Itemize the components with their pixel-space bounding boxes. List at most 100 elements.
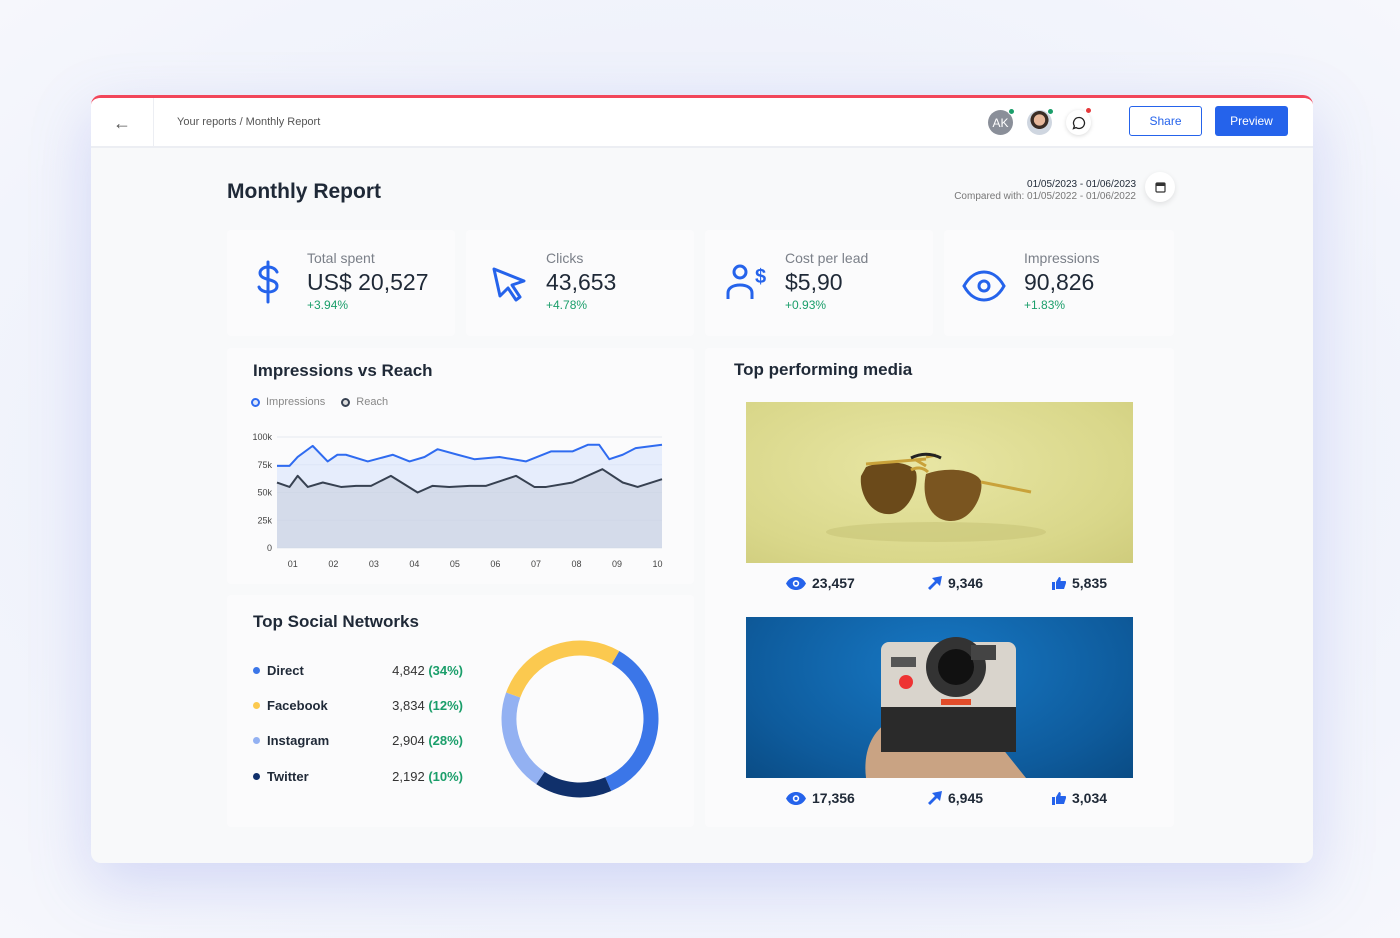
x-tick-label: 05	[450, 559, 460, 569]
media-views: 23,457	[786, 575, 855, 591]
eye-icon	[786, 576, 806, 590]
x-tick-label: 03	[369, 559, 379, 569]
x-tick-label: 09	[612, 559, 622, 569]
x-tick-label: 01	[288, 559, 298, 569]
legend-reach[interactable]: Reach	[356, 396, 389, 408]
kpi-label: Clicks	[546, 250, 584, 266]
compared-range: Compared with: 01/05/2022 - 01/06/2022	[954, 191, 1136, 202]
y-tick-label: 75k	[257, 460, 272, 470]
kpi-change: +1.83%	[1024, 298, 1066, 312]
kpi-label: Total spent	[307, 250, 375, 266]
media-likes: 3,034	[1052, 790, 1107, 806]
social-percent: (34%)	[428, 663, 463, 678]
x-tick-label: 04	[409, 559, 419, 569]
media-image-sunglasses[interactable]	[746, 402, 1133, 563]
social-value: 2,904 (28%)	[333, 733, 463, 748]
dollar-icon	[257, 260, 279, 304]
user-dollar-icon: $	[726, 264, 766, 299]
line-impressions	[277, 443, 663, 467]
online-dot	[1047, 108, 1054, 115]
media-clicks: 6,945	[927, 790, 983, 806]
legend-dot	[253, 667, 260, 674]
svg-text:$: $	[755, 266, 766, 288]
legend-impressions-marker	[251, 397, 260, 407]
media-likes: 5,835	[1052, 575, 1107, 591]
arrow-icon	[928, 575, 942, 590]
social-name: Instagram	[267, 733, 330, 748]
legend-dot	[253, 737, 260, 744]
views-count: 23,457	[812, 575, 855, 591]
page-title: Monthly Report	[227, 180, 381, 203]
notification-dot	[1085, 107, 1092, 114]
legend: Impressions Reach	[251, 396, 388, 408]
social-name: Twitter	[267, 769, 309, 784]
social-percent: (10%)	[428, 769, 463, 784]
kpi-label: Impressions	[1024, 250, 1100, 266]
views-count: 17,356	[812, 790, 855, 806]
comment-icon[interactable]	[1066, 107, 1092, 135]
social-title: Top Social Networks	[253, 612, 419, 631]
social-row-instagram: Instagram	[253, 733, 329, 748]
thumbs-up-icon	[1052, 791, 1066, 805]
kpi-value: $5,90	[785, 269, 843, 295]
y-tick-label: 50k	[257, 488, 272, 498]
kpi-change: +4.78%	[546, 298, 588, 312]
kpi-value: 43,653	[546, 269, 617, 295]
y-tick-label: 25k	[257, 515, 272, 525]
social-name: Direct	[267, 663, 304, 678]
clicks-count: 6,945	[948, 790, 984, 806]
preview-button[interactable]: Preview	[1215, 106, 1288, 136]
kpi-impressions: Impressions 90,826 +1.83%	[944, 230, 1174, 336]
legend-dot	[253, 702, 260, 709]
eye-icon	[786, 791, 806, 805]
cursor-icon	[492, 267, 526, 302]
kpi-total-spent: Total spent US$ 20,527 +3.94%	[227, 230, 455, 336]
social-row-facebook: Facebook	[253, 698, 328, 713]
kpi-label: Cost per lead	[785, 250, 869, 266]
calendar-icon[interactable]	[1145, 172, 1175, 202]
kpi-change: +0.93%	[785, 298, 827, 312]
chart-title: Impressions vs Reach	[253, 361, 433, 380]
legend-impressions[interactable]: Impressions	[266, 396, 326, 408]
share-button[interactable]: Share	[1129, 106, 1202, 136]
social-value: 4,842 (34%)	[333, 663, 463, 678]
legend-dot	[253, 773, 260, 780]
kpi-change: +3.94%	[307, 298, 349, 312]
kpi-clicks: Clicks 43,653 +4.78%	[466, 230, 694, 336]
likes-count: 3,034	[1072, 790, 1108, 806]
avatar[interactable]: AK	[988, 108, 1015, 135]
x-tick-label: 07	[531, 559, 541, 569]
likes-count: 5,835	[1072, 575, 1108, 591]
donut-slice-twitter	[536, 771, 612, 798]
media-views: 17,356	[786, 790, 855, 806]
top-bar: ← Your reports / Monthly Report AK Share…	[91, 98, 1313, 148]
social-percent: (28%)	[428, 733, 463, 748]
y-tick-label: 0	[267, 543, 272, 553]
line-reach	[276, 468, 663, 494]
kpi-value: US$ 20,527	[307, 269, 429, 295]
social-row-direct: Direct	[253, 663, 304, 678]
legend-reach-marker	[341, 397, 351, 407]
media-image-camera[interactable]	[746, 617, 1133, 778]
social-name: Facebook	[267, 698, 328, 713]
social-count: 2,904	[392, 733, 425, 748]
x-tick-label: 02	[328, 559, 338, 569]
media-title: Top performing media	[734, 360, 913, 379]
media-clicks: 9,346	[927, 575, 983, 591]
arrow-icon	[928, 790, 942, 805]
kpi-value: 90,826	[1024, 269, 1095, 295]
social-percent: (12%)	[428, 698, 463, 713]
y-tick-label: 100k	[252, 432, 272, 442]
avatar-initials: AK	[992, 115, 1009, 130]
social-row-twitter: Twitter	[253, 769, 309, 784]
social-count: 3,834	[392, 698, 425, 713]
donut-chart	[501, 640, 659, 798]
x-tick-label: 10	[653, 559, 663, 569]
thumbs-up-icon	[1052, 576, 1066, 590]
avatar-photo[interactable]	[1027, 108, 1054, 135]
breadcrumb[interactable]: Your reports / Monthly Report	[177, 116, 321, 128]
social-count: 2,192	[392, 769, 425, 784]
date-range: 01/05/2023 - 01/06/2023	[1027, 179, 1136, 190]
eye-icon	[962, 270, 1006, 302]
back-arrow-icon[interactable]: ←	[91, 98, 154, 148]
